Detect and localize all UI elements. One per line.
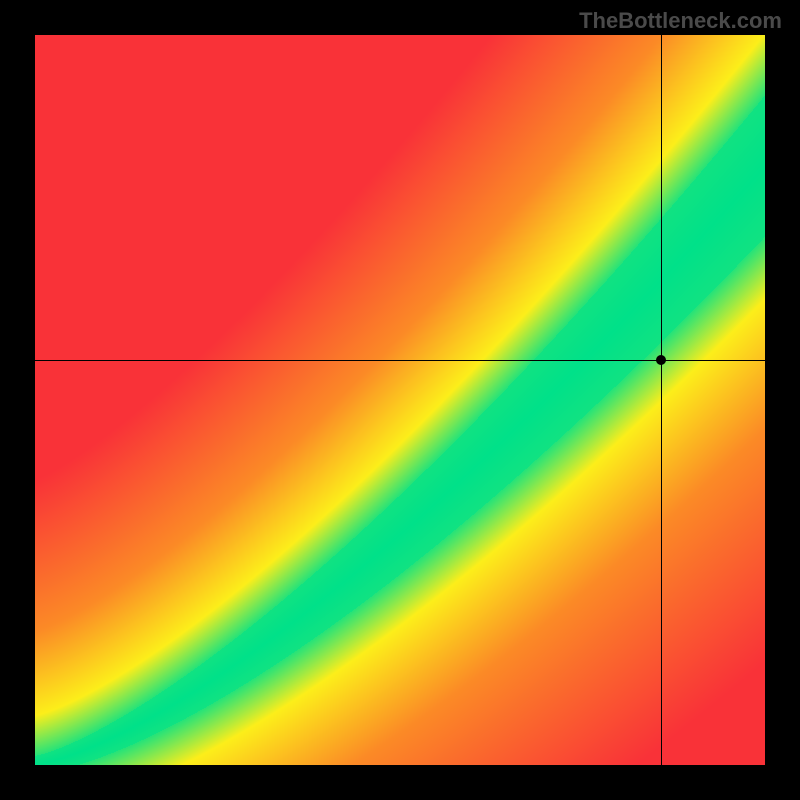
crosshair-vertical [661, 35, 662, 765]
watermark-text: TheBottleneck.com [579, 8, 782, 34]
heatmap-canvas [35, 35, 765, 765]
heatmap-chart [35, 35, 765, 765]
crosshair-marker-dot [656, 355, 666, 365]
